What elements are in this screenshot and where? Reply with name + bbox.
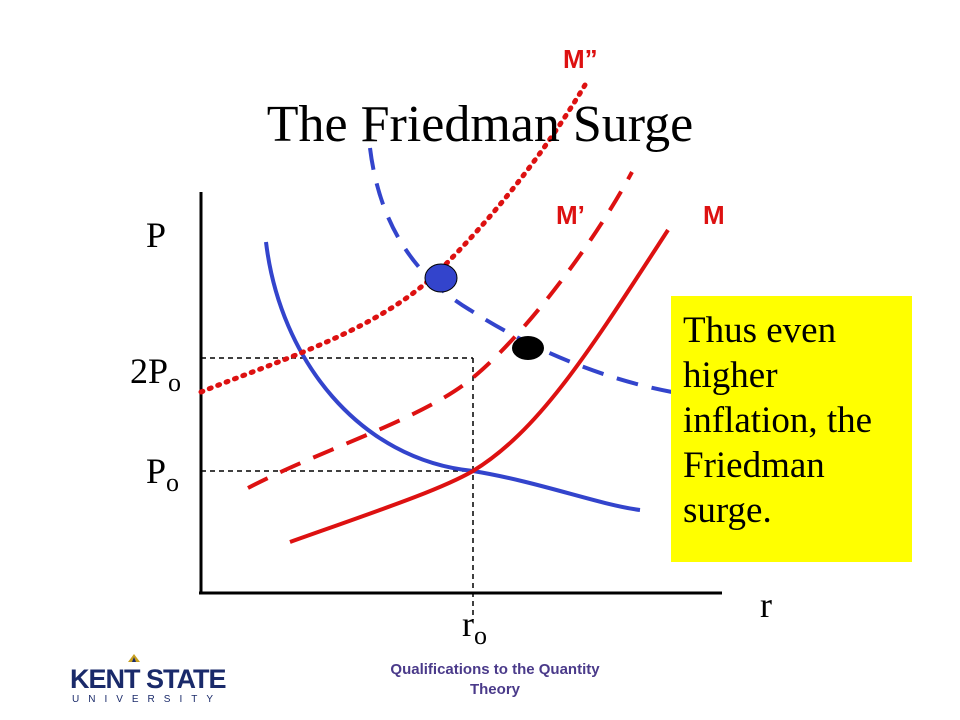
footer-caption: Qualifications to the Quantity Theory (350, 660, 640, 700)
slide-title: The Friedman Surge (266, 96, 694, 153)
money-supply-curve-m (289, 228, 670, 544)
label-m: M (703, 200, 725, 230)
x-tick-ro: ro (462, 603, 487, 651)
logo-wordmark: KENT STATE (70, 664, 226, 694)
equilibrium-point-black (512, 336, 544, 360)
y-axis-label: P (146, 215, 167, 255)
money-supply-curve-m-prime (247, 171, 634, 490)
x-tick-ro-sub: o (474, 621, 487, 650)
kent-state-logo: KENT STATE UNIVERSITY (70, 654, 235, 710)
demand-curve-shifted (368, 147, 691, 397)
demand-curve-original (264, 241, 641, 512)
y-tick-2po-sub: o (168, 368, 182, 397)
callout-box: Thus even higher inflation, the Friedman… (671, 296, 912, 562)
footer-line-1: Qualifications to the Quantity (390, 661, 600, 678)
y-tick-po-main: P (146, 451, 167, 491)
y-tick-po-sub: o (166, 468, 180, 497)
logo-emblem-icon (128, 654, 140, 662)
footer-line-2: Theory (469, 681, 520, 698)
x-axis-label: r (760, 585, 772, 625)
y-tick-2po-main: 2P (130, 351, 169, 391)
x-tick-ro-main: r (462, 604, 474, 644)
y-tick-po: Po (146, 450, 179, 498)
y-tick-2po: 2Po (130, 350, 181, 398)
logo-university: UNIVERSITY (72, 694, 223, 705)
label-m-prime: M’ (556, 200, 585, 230)
equilibrium-point-blue (424, 263, 458, 293)
label-m-double-prime: M” (563, 44, 598, 74)
